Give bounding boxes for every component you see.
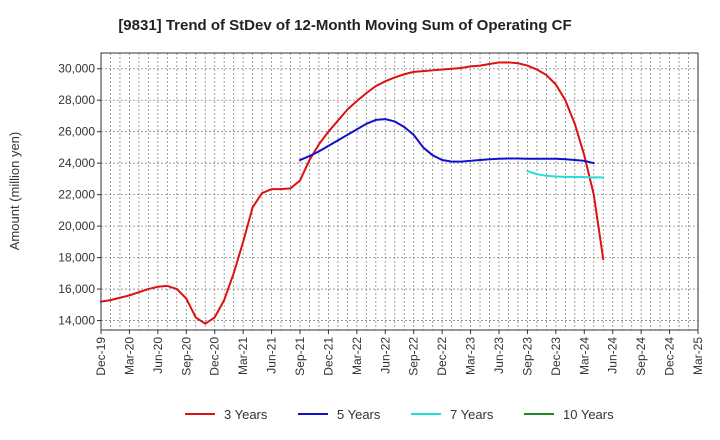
y-axis-label: Amount (million yen) [7, 132, 22, 251]
y-tick-label: 22,000 [58, 188, 95, 202]
x-tick-label: Dec-20 [208, 337, 222, 376]
x-tick-label: Sep-22 [407, 337, 421, 376]
x-tick-label: Dec-22 [435, 337, 449, 376]
series-line-5-years [299, 118, 595, 165]
y-tick-label: 28,000 [58, 93, 95, 107]
x-tick-label: Mar-24 [577, 337, 591, 375]
series-line-3-years [100, 61, 605, 325]
legend-label: 3 Years [224, 407, 268, 422]
grid [101, 53, 698, 330]
x-tick-label: Mar-21 [236, 337, 250, 375]
y-tick-label: 24,000 [58, 156, 95, 170]
x-tick-label: Sep-23 [520, 337, 534, 376]
x-axis-ticks: Dec-19 Mar-20 Jun-20 Sep-20 Dec-20 Mar-21 Jun-… [94, 330, 705, 376]
x-tick-label: Jun-20 [151, 337, 165, 374]
x-tick-label: Jun-23 [492, 337, 506, 374]
x-tick-label: Sep-21 [293, 337, 307, 376]
y-tick-label: 14,000 [58, 314, 95, 328]
y-tick-label: 20,000 [58, 219, 95, 233]
series-line-7-years [526, 170, 605, 179]
x-tick-label: Mar-22 [350, 337, 364, 375]
x-tick-label: Dec-23 [549, 337, 563, 376]
x-tick-label: Jun-21 [265, 337, 279, 374]
series-lines [100, 61, 605, 325]
x-tick-label: Mar-25 [691, 337, 705, 375]
y-tick-label: 16,000 [58, 282, 95, 296]
x-tick-label: Mar-20 [122, 337, 136, 375]
x-tick-label: Dec-24 [663, 337, 677, 376]
x-tick-label: Jun-22 [378, 337, 392, 374]
legend-label: 7 Years [450, 407, 494, 422]
chart-title: [9831] Trend of StDev of 12-Month Moving… [118, 17, 571, 34]
y-axis-ticks: 14,000 16,000 18,000 20,000 22,000 24,000 26,0… [58, 62, 101, 328]
x-tick-label: Dec-19 [94, 337, 108, 376]
x-tick-label: Sep-24 [634, 337, 648, 376]
y-tick-label: 26,000 [58, 125, 95, 139]
y-tick-label: 30,000 [58, 62, 95, 76]
plot-frame [100, 52, 699, 331]
x-tick-label: Dec-21 [321, 337, 335, 376]
x-tick-label: Mar-23 [464, 337, 478, 375]
legend-label: 10 Years [563, 407, 614, 422]
y-tick-label: 18,000 [58, 251, 95, 265]
legend-label: 5 Years [337, 407, 381, 422]
legend: 3 Years 5 Years 7 Years 10 Years [185, 407, 614, 422]
x-tick-label: Jun-24 [606, 337, 620, 374]
x-tick-label: Sep-20 [179, 337, 193, 376]
